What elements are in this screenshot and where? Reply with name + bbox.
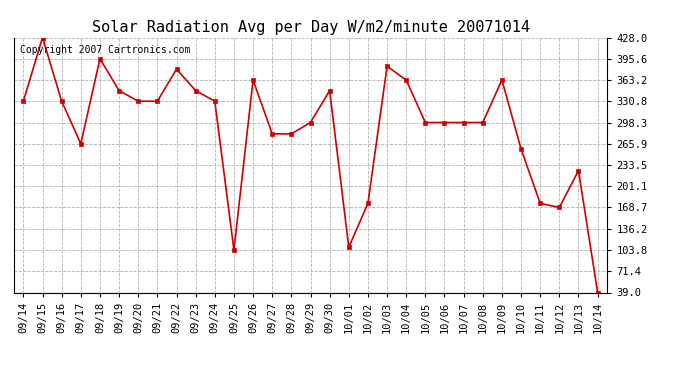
Title: Solar Radiation Avg per Day W/m2/minute 20071014: Solar Radiation Avg per Day W/m2/minute … [92, 20, 529, 35]
Text: Copyright 2007 Cartronics.com: Copyright 2007 Cartronics.com [20, 45, 190, 55]
